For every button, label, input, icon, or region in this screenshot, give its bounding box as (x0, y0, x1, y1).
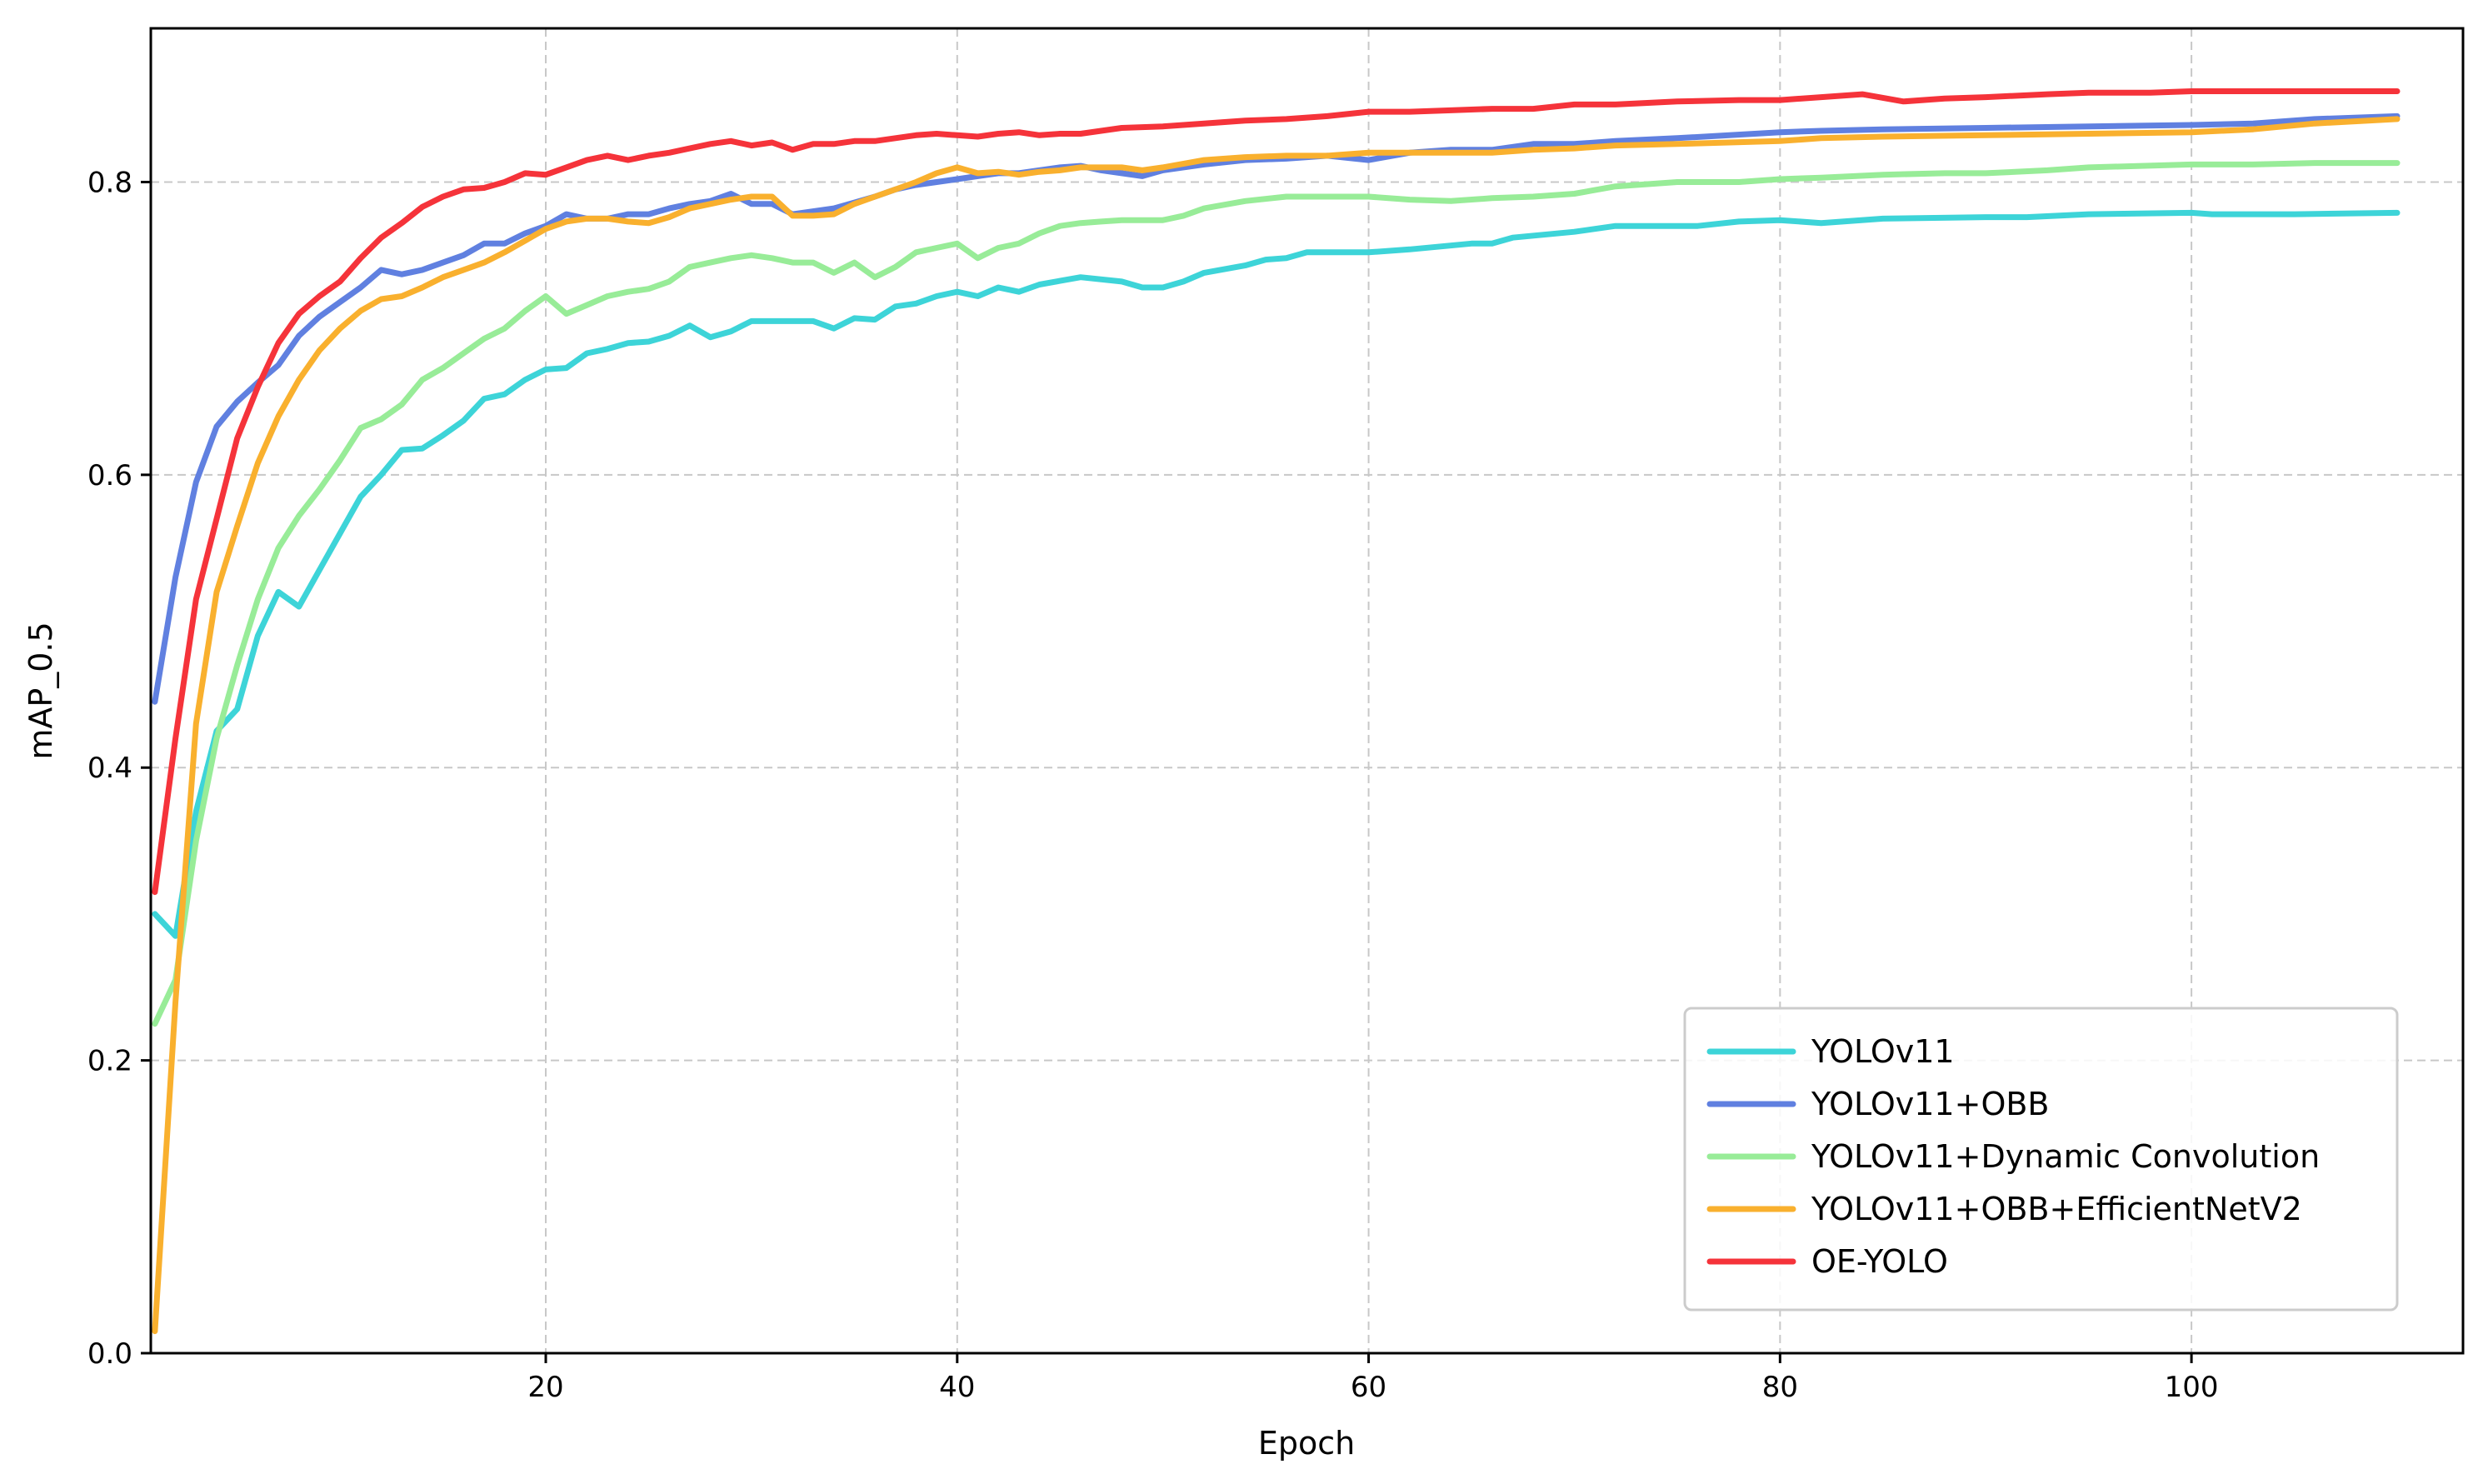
y-tick-label: 0.8 (87, 166, 132, 199)
legend-label: YOLOv11 (1811, 1033, 1955, 1070)
legend-label: YOLOv11+OBB+EfficientNetV2 (1811, 1191, 2302, 1227)
x-tick-label: 80 (1762, 1371, 1798, 1404)
legend: YOLOv11 YOLOv11+OBB YOLOv11+Dynamic Convol… (1683, 1007, 2399, 1312)
legend-label: YOLOv11+Dynamic Convolution (1811, 1138, 2320, 1175)
x-axis-label: Epoch (1258, 1425, 1355, 1462)
x-tick-label: 60 (1351, 1371, 1386, 1404)
legend-label: YOLOv11+OBB (1811, 1086, 2050, 1122)
plot-frame (149, 27, 2465, 1355)
legend-label: OE-YOLO (1811, 1243, 1948, 1280)
series-line (152, 209, 2401, 939)
axis-ticks: 20 40 60 80 100 0.0 0.2 0.4 0.6 0.8 (87, 166, 2219, 1404)
x-tick-label: 100 (2165, 1371, 2219, 1404)
series-line (152, 116, 2401, 1335)
y-tick-label: 0.2 (87, 1045, 132, 1078)
x-tick-label: 40 (939, 1371, 975, 1404)
y-tick-label: 0.6 (87, 459, 132, 492)
series-line (152, 88, 2401, 896)
y-tick-label: 0.4 (87, 752, 132, 785)
y-axis-label: mAP_0.5 (22, 622, 59, 759)
y-tick-label: 0.0 (87, 1337, 132, 1371)
x-tick-label: 20 (527, 1371, 563, 1404)
series-line (152, 160, 2401, 1027)
legend-box (1683, 1007, 2399, 1312)
series-lines (152, 88, 2401, 1335)
